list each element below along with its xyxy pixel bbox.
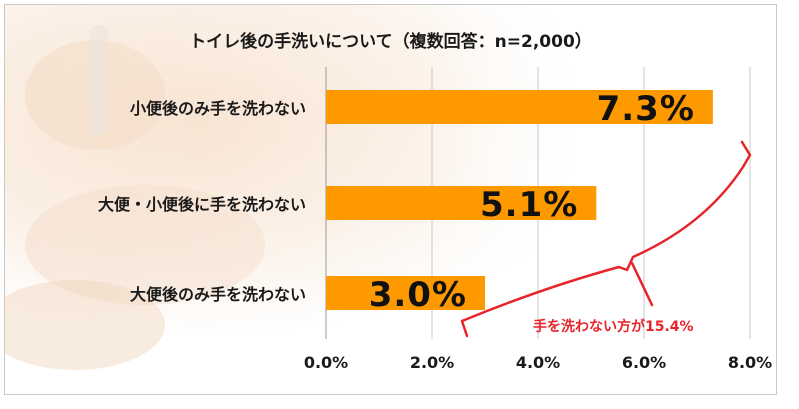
x-tick-label: 4.0% xyxy=(515,353,561,372)
x-tick-label: 2.0% xyxy=(409,353,455,372)
chart-title: トイレ後の手洗いについて（複数回答：n=2,000） xyxy=(189,32,592,52)
bar xyxy=(326,186,597,220)
annotation-pointer-line xyxy=(630,261,654,307)
category-label: 大便後のみ手を洗わない xyxy=(129,285,306,304)
data-label: 7.3% xyxy=(596,89,695,129)
x-tick-label: 8.0% xyxy=(727,353,773,372)
x-tick-label: 6.0% xyxy=(621,353,667,372)
data-label: 5.1% xyxy=(480,185,579,225)
bar xyxy=(326,276,485,310)
chart-plot-area xyxy=(325,67,752,339)
x-tick-label: 0.0% xyxy=(303,353,349,372)
bar xyxy=(326,90,713,124)
chart-frame: トイレ後の手洗いについて（複数回答：n=2,000） 小便後のみ手を洗わない 大便… xyxy=(4,4,777,395)
annotation-bracket xyxy=(460,140,752,338)
category-label: 小便後のみ手を洗わない xyxy=(129,99,306,118)
data-label: 3.0% xyxy=(368,275,467,315)
annotation-text: 手を洗わない方が15.4% xyxy=(533,319,694,335)
category-label: 大便・小便後に手を洗わない xyxy=(97,195,306,214)
